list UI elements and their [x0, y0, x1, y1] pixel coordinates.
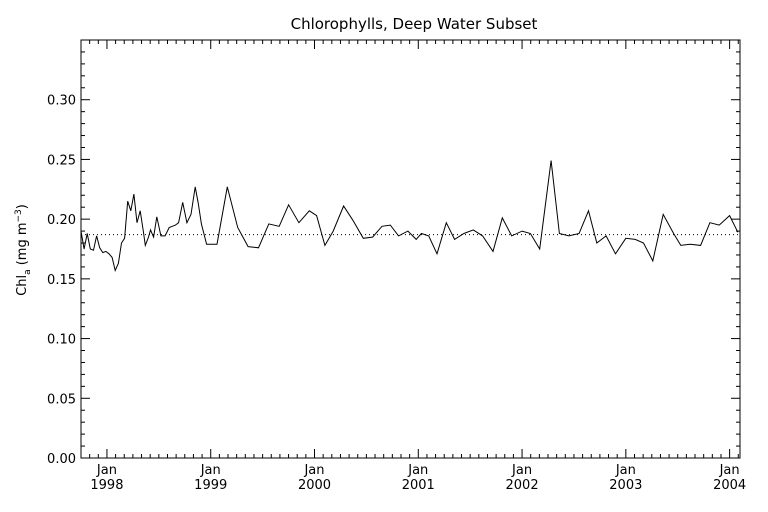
y-axis-label-subscript: a	[23, 269, 33, 275]
y-tick-label: 0.25	[47, 153, 76, 168]
y-axis-label-units-sup: −3	[14, 209, 24, 222]
y-tick-label: 0.00	[47, 452, 76, 467]
x-tick-year-label: 1998	[90, 478, 123, 493]
y-axis-label-units-close: )	[15, 204, 30, 209]
y-tick-label: 0.10	[47, 333, 76, 348]
x-axis-ticks: Jan1998Jan1999Jan2000Jan2001Jan2002Jan20…	[89, 40, 746, 493]
x-tick-year-label: 2000	[298, 478, 331, 493]
plot-frame	[80, 39, 741, 459]
y-axis-label: Chla (mg m−3)	[14, 204, 33, 296]
chart-title: Chlorophylls, Deep Water Subset	[291, 15, 538, 33]
x-tick-month-label: Jan	[615, 463, 636, 478]
y-axis-label-units-open: (mg m	[15, 222, 30, 269]
x-tick-year-label: 2004	[713, 478, 746, 493]
x-tick-year-label: 2003	[609, 478, 642, 493]
y-tick-label: 0.30	[47, 94, 76, 109]
y-tick-label: 0.15	[47, 273, 76, 288]
y-tick-label: 0.20	[47, 213, 76, 228]
x-tick-month-label: Jan	[200, 463, 221, 478]
x-tick-year-label: 2001	[402, 478, 435, 493]
x-tick-month-label: Jan	[303, 463, 324, 478]
x-tick-month-label: Jan	[719, 463, 740, 478]
y-tick-label: 0.05	[47, 392, 76, 407]
x-tick-year-label: 1999	[194, 478, 227, 493]
x-tick-month-label: Jan	[407, 463, 428, 478]
y-axis-label-main: Chl	[15, 275, 30, 296]
series-line	[80, 160, 739, 273]
y-axis-ticks: 0.00 0.05 0.10 0.15 0.20 0.25 0.30	[47, 51, 740, 467]
x-tick-month-label: Jan	[511, 463, 532, 478]
x-tick-month-label: Jan	[96, 463, 117, 478]
x-tick-year-label: 2002	[506, 478, 539, 493]
